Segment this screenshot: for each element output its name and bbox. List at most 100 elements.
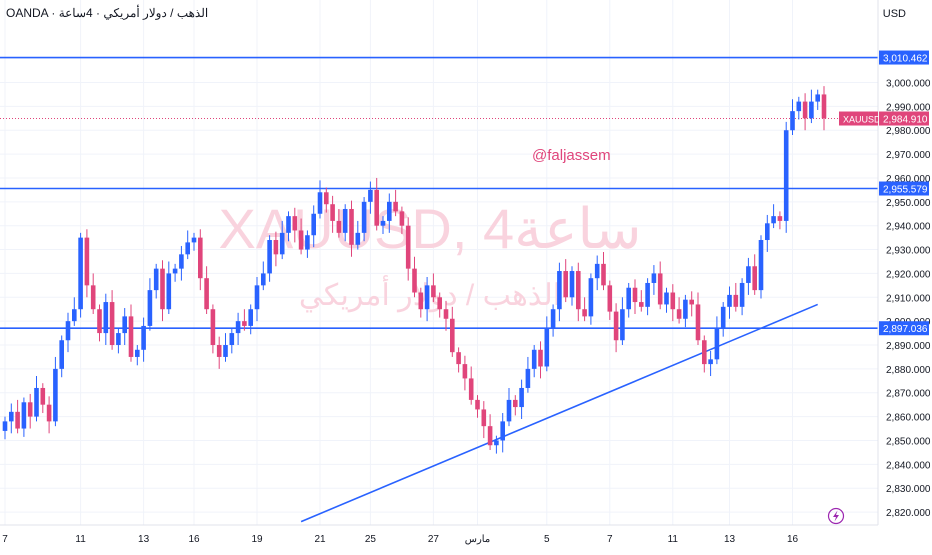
- candle-body: [412, 268, 417, 293]
- candle: [739, 278, 745, 316]
- candle-body: [670, 292, 676, 310]
- candle-body: [809, 101, 814, 119]
- price-tick-label: 2,970.000: [886, 150, 931, 161]
- candle-body: [733, 294, 739, 307]
- candle: [116, 328, 121, 354]
- candle-body: [229, 333, 235, 346]
- candle-body: [122, 316, 127, 334]
- candle: [405, 217, 411, 281]
- candle: [59, 335, 64, 378]
- candle: [103, 293, 109, 346]
- candle-body: [720, 306, 726, 329]
- candle-body: [235, 321, 241, 334]
- candle: [185, 230, 190, 260]
- candle: [783, 121, 789, 233]
- time-tick-label: 21: [314, 534, 326, 545]
- candle: [305, 230, 310, 258]
- candle: [702, 335, 707, 373]
- price-tick-label: 2,880.000: [886, 365, 931, 376]
- candle: [494, 435, 499, 454]
- candle-body: [468, 378, 474, 400]
- candle: [569, 266, 575, 306]
- level-price-tag-label: 2,897.036: [883, 324, 928, 335]
- candle-body: [72, 309, 77, 322]
- candle: [242, 309, 247, 331]
- candle: [330, 195, 335, 233]
- price-tick-label: 2,990.000: [886, 102, 931, 113]
- candle-body: [456, 352, 461, 365]
- candle-body: [765, 223, 770, 241]
- candle-body: [487, 426, 493, 446]
- candle: [670, 284, 676, 322]
- candle-body: [128, 316, 134, 357]
- candle-body: [607, 285, 613, 312]
- candle: [582, 297, 587, 322]
- candle: [544, 316, 550, 372]
- price-tick-label: 2,980.000: [886, 126, 931, 137]
- candle-body: [418, 292, 424, 310]
- candle-body: [46, 404, 52, 422]
- candle: [771, 204, 776, 229]
- time-axis-labels: 7 11 13 16 19 21 25 27 مارس 5 7 11 13 16: [2, 534, 798, 545]
- candle-body: [481, 409, 487, 427]
- candle-body: [494, 440, 499, 446]
- candle-body: [185, 242, 190, 255]
- candle: [588, 273, 594, 325]
- price-tick-label: 2,840.000: [886, 460, 931, 471]
- candle-body: [349, 208, 354, 245]
- watermark-subtitle: الذهب / دولار أمريكي: [299, 275, 561, 313]
- candle: [576, 262, 581, 322]
- candle: [664, 287, 669, 313]
- current-price-tag-label: 2,984.910: [883, 115, 928, 126]
- candle: [273, 231, 279, 267]
- candle: [90, 273, 96, 314]
- candle: [487, 414, 493, 451]
- candle: [135, 345, 140, 366]
- candle: [468, 366, 474, 405]
- candle-body: [380, 220, 386, 226]
- price-axis-labels: 3,000.000 2,990.000 2,980.000 2,970.000 2,96…: [886, 79, 931, 520]
- candle-body: [538, 349, 543, 367]
- candle: [431, 273, 436, 303]
- candle: [34, 376, 39, 422]
- candle: [53, 356, 58, 427]
- candle-body: [261, 273, 266, 286]
- candle: [513, 395, 518, 416]
- candle-body: [191, 237, 197, 243]
- candle: [292, 207, 298, 243]
- candle: [626, 282, 631, 318]
- candle: [802, 93, 808, 131]
- lightning-icon-ring: [827, 507, 845, 525]
- candle-body: [166, 273, 172, 310]
- candle-body: [752, 266, 757, 291]
- candle-body: [639, 302, 644, 307]
- candle-body: [116, 333, 121, 346]
- candle: [336, 208, 342, 238]
- candle: [424, 277, 430, 322]
- candle-body: [708, 359, 713, 365]
- candle-body: [727, 294, 732, 307]
- candle: [179, 245, 184, 281]
- candle-body: [109, 302, 115, 346]
- time-tick-label: 25: [365, 534, 377, 545]
- candle: [261, 261, 266, 291]
- price-tick-label: 2,890.000: [886, 341, 931, 352]
- candle: [311, 205, 316, 248]
- symbol-title: OANDA · الذهب / دولار أمريكي · 4ساعة: [6, 6, 209, 20]
- candle-body: [569, 271, 575, 298]
- candle-body: [714, 328, 720, 360]
- candle: [796, 96, 802, 120]
- candle: [531, 345, 537, 378]
- candle: [65, 312, 71, 353]
- candle: [563, 259, 568, 303]
- price-tick-label: 2,830.000: [886, 484, 931, 495]
- candle: [462, 355, 468, 391]
- candle-body: [525, 368, 531, 388]
- candle: [216, 336, 222, 369]
- candle-body: [223, 345, 228, 357]
- candle-body: [279, 232, 285, 255]
- candle-body: [790, 111, 795, 131]
- candle: [267, 235, 272, 282]
